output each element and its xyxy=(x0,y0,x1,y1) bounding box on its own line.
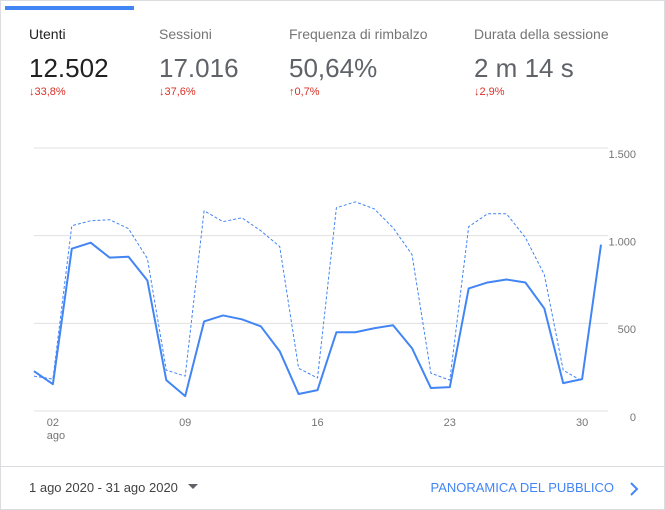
tab-value: 17.016 xyxy=(159,53,239,83)
x-tick-label: 23 xyxy=(444,417,456,429)
tab-change: ↑0,7% xyxy=(289,86,320,98)
x-tick-label: 02 xyxy=(47,417,59,429)
y-tick-label: 1.500 xyxy=(608,149,636,161)
tab-label: Sessioni xyxy=(159,26,212,42)
tab-value: 2 m 14 s xyxy=(474,53,574,83)
tab-value: 50,64% xyxy=(289,53,378,83)
series-line xyxy=(33,241,602,398)
y-tick-label: 500 xyxy=(618,324,636,336)
tab-change: ↓37,6% xyxy=(159,86,196,98)
x-tick-label: 30 xyxy=(576,417,588,429)
y-tick-label: 0 xyxy=(630,412,636,424)
tab-label: Frequenza di rimbalzo xyxy=(289,26,428,42)
chart: 0 500 1.000 1.500 02 09 16 23 30 ago xyxy=(33,147,636,442)
footer: 1 ago 2020 - 31 ago 2020 PANORAMICA DEL … xyxy=(1,466,664,509)
x-month-label: ago xyxy=(47,430,65,442)
x-tick-label: 16 xyxy=(311,417,323,429)
tab-change: ↓33,8% xyxy=(29,86,66,98)
audience-link[interactable]: PANORAMICA DEL PUBBLICO xyxy=(430,480,615,495)
x-tick-label: 09 xyxy=(179,417,191,429)
tab-value: 12.502 xyxy=(29,53,109,83)
tab-label: Durata della sessione xyxy=(474,26,609,42)
dropdown-icon xyxy=(187,484,198,489)
tab-change: ↓2,9% xyxy=(474,86,505,98)
selected-indicator xyxy=(5,6,134,10)
tab-label: Utenti xyxy=(29,26,66,42)
date-range[interactable]: 1 ago 2020 - 31 ago 2020 xyxy=(29,480,198,495)
series-line xyxy=(33,201,583,382)
date-range-text: 1 ago 2020 - 31 ago 2020 xyxy=(29,480,178,495)
y-tick-label: 1.000 xyxy=(608,237,636,249)
chevron-icon[interactable] xyxy=(629,482,639,496)
